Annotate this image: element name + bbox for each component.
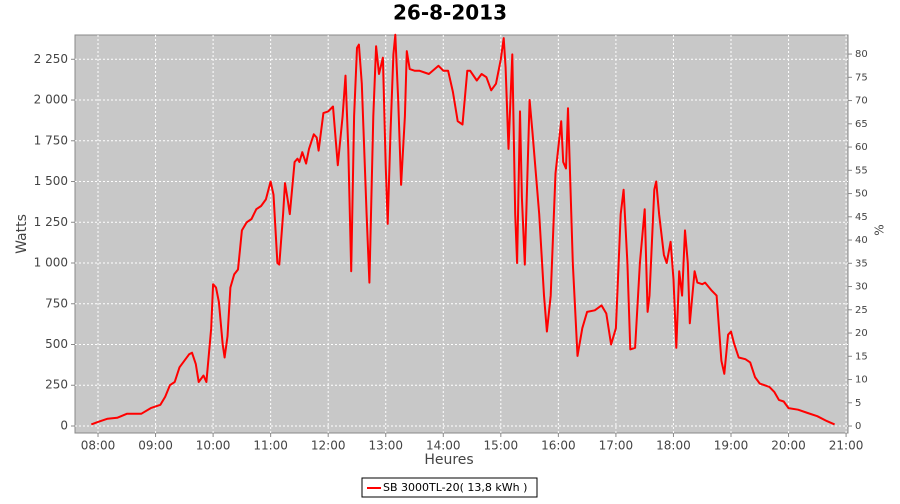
y2-tick-label: 60 [855, 142, 868, 153]
x-tick-label: 15:00 [484, 439, 519, 453]
y2-tick-label: 75 [855, 72, 868, 83]
y2-tick-label: 80 [855, 49, 868, 60]
x-tick-label: 20:00 [771, 439, 806, 453]
y-tick-label: 0 [60, 418, 68, 432]
x-tick-label: 09:00 [138, 439, 173, 453]
y2-tick-label: 5 [855, 398, 861, 409]
x-tick-label: 16:00 [541, 439, 576, 453]
x-tick-label: 10:00 [196, 439, 231, 453]
y2-tick-label: 15 [855, 351, 868, 362]
y-tick-label: 2 000 [34, 93, 68, 107]
x-tick-label: 18:00 [656, 439, 691, 453]
x-tick-label: 11:00 [253, 439, 288, 453]
y2-tick-label: 10 [855, 375, 868, 386]
y2-tick-label: 45 [855, 212, 868, 223]
y2-tick-label: 40 [855, 235, 868, 246]
y2-tick-label: 70 [855, 96, 868, 107]
x-tick-label: 13:00 [368, 439, 403, 453]
y-tick-label: 1 750 [34, 133, 68, 147]
y-tick-label: 2 250 [34, 52, 68, 66]
y-tick-label: 1 250 [34, 215, 68, 229]
x-tick-label: 12:00 [311, 439, 346, 453]
y2-tick-label: 20 [855, 328, 868, 339]
y2-tick-label: 0 [855, 421, 861, 432]
y2-tick-label: 55 [855, 165, 868, 176]
x-tick-label: 21:00 [829, 439, 864, 453]
y-tick-label: 1 000 [34, 256, 68, 270]
y2-tick-label: 35 [855, 258, 868, 269]
y-tick-label: 1 500 [34, 174, 68, 188]
y2-tick-label: 25 [855, 305, 868, 316]
y-tick-label: 250 [45, 378, 68, 392]
y2-tick-label: 30 [855, 282, 868, 293]
x-tick-label: 14:00 [426, 439, 461, 453]
y2-tick-label: 65 [855, 119, 868, 130]
legend-label: SB 3000TL-20( 13,8 kWh ) [383, 481, 527, 494]
y-tick-label: 500 [45, 337, 68, 351]
x-tick-label: 17:00 [599, 439, 634, 453]
legend-box [361, 477, 538, 498]
y-tick-label: 750 [45, 296, 68, 310]
x-tick-label: 19:00 [714, 439, 749, 453]
plot-area [74, 34, 849, 434]
series-line [90, 33, 835, 426]
y-axis-title: Watts [14, 214, 30, 254]
y2-axis-title: % [873, 224, 887, 235]
x-axis-title: Heures [424, 452, 473, 468]
chart-title: 26-8-2013 [393, 1, 507, 25]
x-tick-label: 08:00 [81, 439, 116, 453]
y2-tick-label: 50 [855, 189, 868, 200]
